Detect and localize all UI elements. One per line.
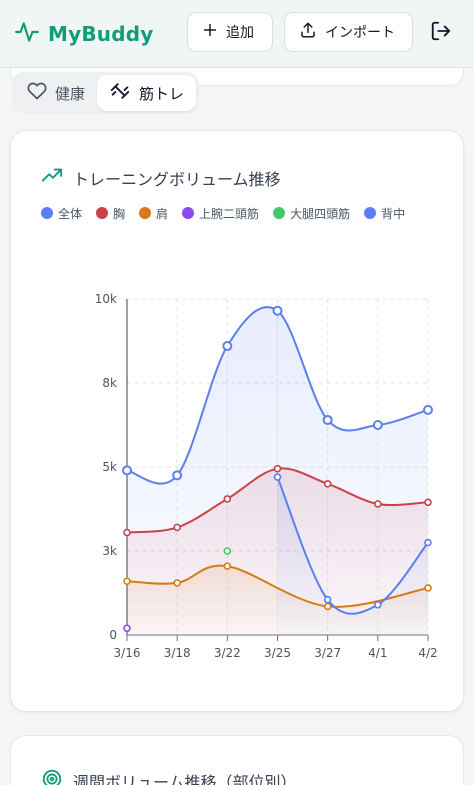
data-point <box>423 404 433 415</box>
app-name: MyBuddy <box>48 21 154 46</box>
data-point <box>173 523 181 532</box>
chart-legend: 全体 胸 肩 上腕二頭筋 大腿四頭筋 背中 <box>41 203 441 223</box>
legend-swatch <box>96 207 109 219</box>
tab-strength-label: 筋トレ <box>139 84 185 103</box>
legend-swatch <box>273 207 286 219</box>
data-point <box>222 341 233 352</box>
legend-swatch <box>41 207 53 219</box>
volume-trend-card: トレーニングボリューム推移 全体 胸 肩 上腕二頭筋 大腿四頭筋 背中 0 3k 5k 8k 10… <box>10 130 464 712</box>
weekly-volume-card: 週間ボリューム推移（部位別） <box>10 735 464 785</box>
series-line <box>276 476 429 615</box>
x-tick-label: 4/1 <box>368 646 387 660</box>
data-point <box>172 470 183 481</box>
data-point <box>123 624 131 633</box>
volume-line-chart: 0 3k 5k 8k 10k 3/16 3/18 3/22 3/25 3/27 4/1 4/2 <box>95 292 438 660</box>
app-header: MyBuddy 追加 インポート <box>0 0 474 68</box>
import-button-label: インポート <box>325 25 395 41</box>
y-tick-label: 10k <box>95 292 117 306</box>
series-line <box>126 564 429 608</box>
data-point <box>273 473 282 481</box>
x-tick-label: 3/22 <box>214 646 241 660</box>
brand[interactable]: MyBuddy <box>14 19 154 49</box>
legend-label: 肩 <box>156 206 169 221</box>
data-point <box>223 495 232 503</box>
tab-strength[interactable]: 筋トレ <box>97 75 197 111</box>
legend-swatch <box>139 207 152 219</box>
logout-button[interactable] <box>428 20 454 46</box>
legend-swatch <box>182 207 195 219</box>
data-point <box>173 579 181 587</box>
legend-item[interactable]: 肩 <box>139 203 168 223</box>
x-tick-label: 3/25 <box>264 646 291 660</box>
data-point <box>123 528 131 537</box>
add-button-label: 追加 <box>226 25 254 41</box>
weekly-card-title: 週間ボリューム推移（部位別） <box>73 773 297 785</box>
series-area <box>277 477 428 635</box>
legend-item[interactable]: 背中 <box>364 203 405 223</box>
y-tick-label: 8k <box>102 376 117 390</box>
target-icon <box>41 768 63 785</box>
data-point <box>323 595 332 604</box>
legend-label: 全体 <box>58 206 83 221</box>
data-point <box>272 305 283 316</box>
x-tick-label: 3/18 <box>164 646 191 660</box>
data-point <box>223 547 232 555</box>
volume-card-header: トレーニングボリューム推移 <box>41 165 281 191</box>
plus-icon <box>202 22 218 42</box>
legend-label: 上腕二頭筋 <box>199 206 260 221</box>
x-tick-label: 3/27 <box>314 646 341 660</box>
weekly-card-header: 週間ボリューム推移（部位別） <box>41 768 297 785</box>
data-point <box>424 584 432 592</box>
import-button[interactable]: インポート <box>284 12 413 52</box>
data-point <box>372 420 383 430</box>
legend-item[interactable]: 全体 <box>41 203 82 223</box>
legend-swatch <box>364 207 377 219</box>
legend-label: 胸 <box>113 206 126 221</box>
category-tabs: 健康 筋トレ <box>12 72 200 114</box>
data-point <box>323 602 332 611</box>
legend-label: 背中 <box>381 206 406 221</box>
data-point <box>123 577 131 586</box>
heart-icon <box>27 81 47 105</box>
y-tick-label: 3k <box>102 544 117 558</box>
tab-health[interactable]: 健康 <box>15 75 97 111</box>
data-point <box>374 500 382 508</box>
x-tick-label: 4/2 <box>418 646 437 660</box>
data-point <box>322 414 333 425</box>
upload-icon <box>299 21 317 43</box>
legend-item[interactable]: 胸 <box>96 203 125 223</box>
logout-icon <box>430 20 452 46</box>
y-tick-label: 5k <box>102 460 117 474</box>
data-point <box>323 480 332 488</box>
data-point <box>424 498 432 507</box>
add-button[interactable]: 追加 <box>187 12 273 52</box>
legend-item[interactable]: 上腕二頭筋 <box>182 203 259 223</box>
data-point <box>374 600 382 609</box>
dumbbell-icon <box>109 80 131 106</box>
activity-pulse-icon <box>14 19 40 49</box>
legend-label: 大腿四頭筋 <box>290 206 351 221</box>
data-point <box>122 465 132 476</box>
trending-up-icon <box>41 165 63 191</box>
data-point <box>273 464 282 473</box>
data-point <box>223 562 232 570</box>
tab-health-label: 健康 <box>55 84 86 103</box>
data-point <box>424 538 432 547</box>
legend-item[interactable]: 大腿四頭筋 <box>273 203 350 223</box>
y-tick-label: 0 <box>109 628 117 642</box>
volume-card-title: トレーニングボリューム推移 <box>73 170 281 189</box>
x-tick-label: 3/16 <box>114 646 141 660</box>
